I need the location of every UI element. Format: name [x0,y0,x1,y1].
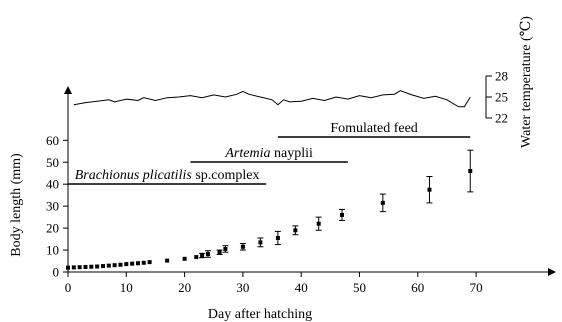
data-point [89,264,94,269]
data-marker [240,244,245,249]
y2-tick-label: 28 [495,69,508,84]
data-point [77,265,82,270]
x-axis-label: Day after hatching [208,307,312,322]
data-point [66,265,70,270]
data-point [467,149,474,193]
feeding-periods: Brachionus plicatilis sp.complex Artemia … [68,121,471,185]
x-tick-label: 20 [178,280,191,295]
data-point [112,263,117,268]
data-point [165,258,170,263]
data-point [292,225,299,236]
feeding-period-label: Artemia nayplii [224,146,313,161]
data-marker [275,235,280,240]
feeding-period-label: Fomulated feed [330,121,417,136]
data-marker [118,262,123,267]
data-marker [124,262,129,267]
data-marker [205,252,210,257]
data-point [339,208,346,221]
data-point [194,255,199,260]
feeding-period-species: Artemia [224,146,270,161]
data-point [135,261,140,266]
data-marker [106,263,111,268]
feeding-period-suffix: sp.complex [192,168,260,183]
temperature-axis: 22 25 28 [485,69,508,126]
feeding-period-suffix: Fomulated feed [330,121,417,136]
data-marker [141,260,146,265]
data-marker [340,212,345,217]
feeding-period-species: Brachionus plicatilis [75,168,193,183]
data-marker [217,250,222,255]
feeding-period-suffix: nayplii [270,146,312,161]
y-tick-label: 20 [46,221,59,236]
y2-axis-label: Water temperature (℃) [519,16,534,148]
data-marker [380,200,385,205]
data-point [100,264,105,269]
data-point [147,260,152,265]
data-marker [258,240,263,245]
data-point [379,193,386,213]
feeding-period-label: Brachionus plicatilis sp.complex [75,168,260,183]
x-ticks: 0 10 20 30 40 50 60 70 [65,272,483,295]
y2-tick-label: 25 [495,90,508,105]
x-tick-label: 60 [411,280,424,295]
y-tick-label: 0 [53,265,60,280]
data-marker [77,265,82,270]
y-tick-label: 10 [46,243,59,258]
x-tick-label: 40 [295,280,308,295]
data-marker [130,261,135,266]
y-ticks: 0 10 20 30 40 50 60 [46,133,68,280]
y-tick-label: 50 [46,155,59,170]
data-point [199,252,206,259]
x-tick-label: 10 [120,280,133,295]
y-tick-label: 60 [46,133,59,148]
y2-tick-label: 22 [495,111,508,126]
data-point [118,262,123,267]
data-point [83,264,88,269]
data-marker [165,258,170,263]
data-marker [95,264,100,269]
data-point [222,245,229,253]
data-marker [112,263,117,268]
data-marker [89,264,94,269]
y-tick-label: 30 [46,199,59,214]
data-marker [200,253,205,258]
data-marker [135,261,140,266]
data-point [95,264,100,269]
data-point [239,242,246,251]
data-point [426,176,433,204]
body-length-points [66,149,474,270]
data-point [216,249,223,255]
x-tick-label: 30 [236,280,249,295]
data-marker [427,187,432,192]
data-point [257,237,264,248]
x-tick-label: 70 [470,280,483,295]
data-marker [71,265,76,270]
data-marker [223,246,228,251]
temperature-line [73,90,471,108]
data-point [315,216,322,231]
data-marker [100,264,105,269]
data-point [141,260,146,265]
data-marker [83,264,88,269]
data-marker [147,260,152,265]
data-point [274,230,281,246]
y-axis-label: Body length (mm) [9,153,24,257]
data-point [130,261,135,266]
data-point [71,265,76,270]
x-tick-label: 50 [353,280,366,295]
data-marker [194,255,199,260]
data-point [182,256,187,261]
data-marker [293,228,298,233]
data-point [204,250,211,258]
y-tick-label: 40 [46,177,59,192]
data-marker [468,169,473,174]
data-marker [66,265,70,270]
data-marker [182,256,187,261]
data-point [106,263,111,268]
data-point [124,262,129,267]
x-tick-label: 0 [65,280,72,295]
data-marker [316,221,321,226]
